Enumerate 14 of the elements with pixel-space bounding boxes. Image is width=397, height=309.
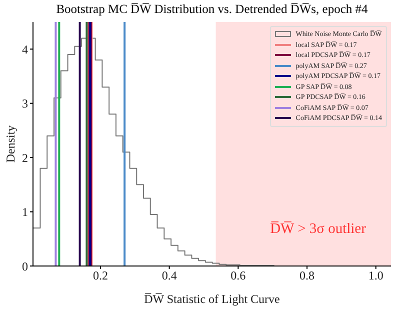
y-tick-label: 4 — [22, 42, 28, 56]
x-tick-label: 1.0 — [368, 268, 384, 283]
y-tick-label: 3 — [22, 96, 28, 111]
chart-title: Bootstrap MC D̅W̅ Distribution vs. Detrended D̅W̅s, epoch #4 — [55, 2, 369, 17]
x-tick-label: 0.4 — [162, 268, 177, 283]
x-tick-label: 0.8 — [300, 268, 315, 283]
y-tick-label: 2 — [22, 150, 28, 165]
y-tick-label: 0 — [22, 259, 28, 274]
y-axis-title: Density — [4, 125, 18, 163]
annotation: D̅W̅ > 3σ outlier — [269, 221, 367, 238]
y-tick-label: 1 — [22, 205, 28, 220]
x-tick-label: 0.6 — [230, 268, 246, 283]
x-axis-title: D̅W̅ Statistic of Light Curve — [144, 292, 280, 306]
x-tick-label: 0.2 — [92, 268, 108, 283]
